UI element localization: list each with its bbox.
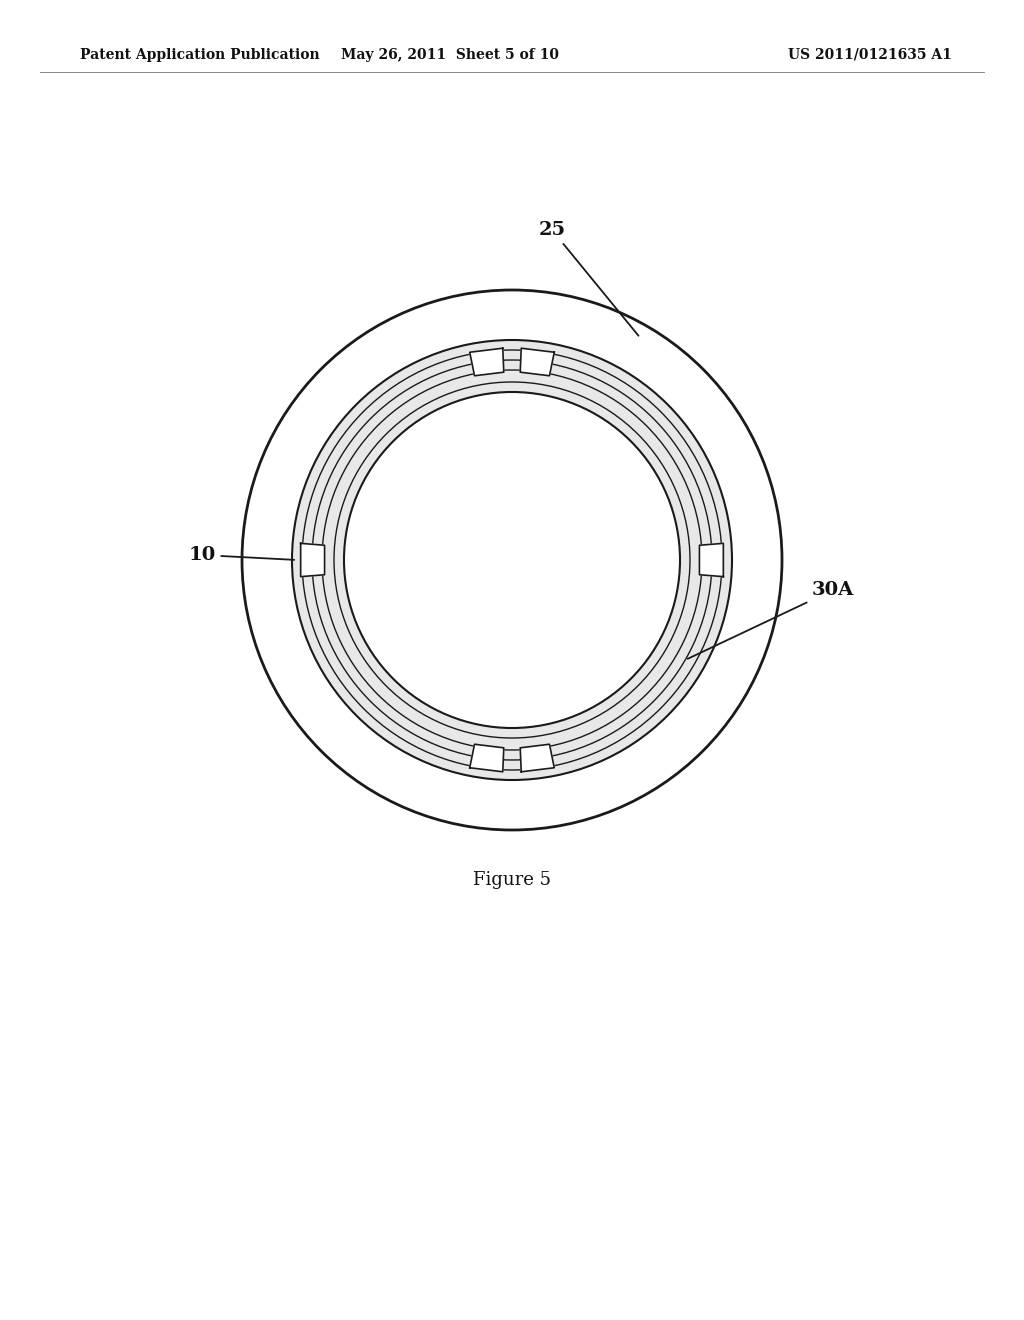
Circle shape	[344, 392, 680, 729]
Polygon shape	[520, 744, 554, 772]
Circle shape	[292, 341, 732, 780]
Text: 30A: 30A	[688, 581, 854, 659]
Text: May 26, 2011  Sheet 5 of 10: May 26, 2011 Sheet 5 of 10	[341, 48, 559, 62]
Text: 25: 25	[539, 220, 639, 335]
Text: Patent Application Publication: Patent Application Publication	[80, 48, 319, 62]
Polygon shape	[470, 348, 504, 376]
Text: Figure 5: Figure 5	[473, 871, 551, 888]
Polygon shape	[301, 544, 325, 577]
Text: US 2011/0121635 A1: US 2011/0121635 A1	[788, 48, 952, 62]
Polygon shape	[520, 348, 554, 376]
Circle shape	[242, 290, 782, 830]
Text: 10: 10	[188, 546, 294, 564]
Polygon shape	[699, 544, 723, 577]
Polygon shape	[470, 744, 504, 772]
